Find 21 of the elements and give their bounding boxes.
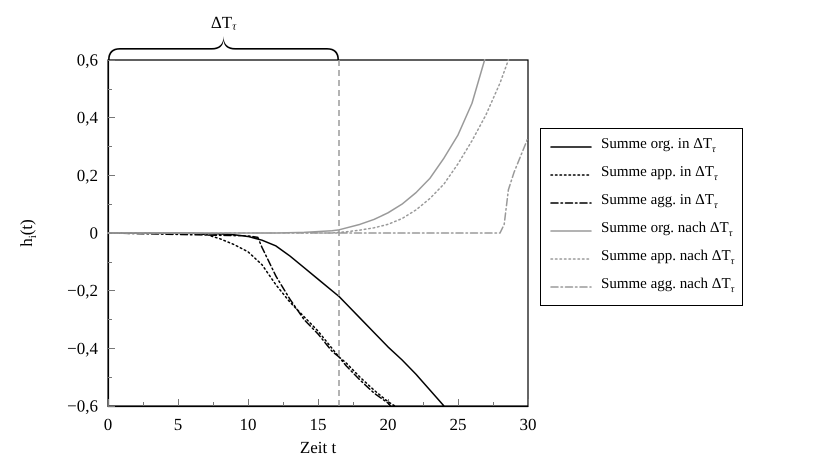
y-tick-label: 0 [90, 224, 98, 242]
x-tick-label: 10 [240, 415, 256, 434]
x-tick-label: 5 [174, 415, 182, 434]
legend-label: Summe agg. in ΔT$_{τ}$ [601, 191, 718, 213]
y-tick-label: 0,2 [76, 166, 98, 185]
x-tick-label: 30 [520, 415, 536, 434]
y-tick-label: −0,2 [67, 281, 98, 300]
legend-label: Summe app. nach ΔT$_{τ}$ [601, 247, 734, 269]
x-tick-label: 20 [380, 415, 396, 434]
y-tick-label: 0,6 [76, 50, 98, 70]
legend-label: Summe agg. nach ΔT$_{τ}$ [601, 275, 734, 297]
y-tick-label: −0,6 [67, 396, 98, 416]
x-axis-title: Zeit t [300, 438, 336, 458]
x-tick-label: 25 [450, 415, 466, 434]
legend-label: Summe org. in ΔT$_{τ}$ [601, 135, 716, 157]
x-tick-label: 15 [310, 415, 326, 434]
x-tick-label: 0 [104, 415, 112, 434]
y-tick-label: −0,4 [67, 338, 98, 358]
y-tick-label: 0,4 [76, 108, 98, 128]
legend-label: Summe app. in ΔT$_{τ}$ [601, 163, 718, 185]
legend-label: Summe org. nach ΔT$_{τ}$ [601, 219, 732, 241]
